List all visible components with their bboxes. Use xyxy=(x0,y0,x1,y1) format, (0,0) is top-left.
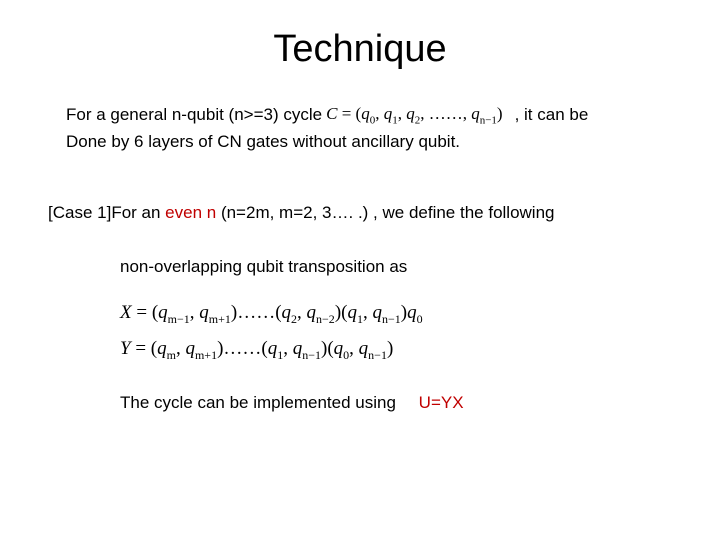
nonoverlap-text: non-overlapping qubit transposition as xyxy=(120,257,672,277)
slide: Technique For a general n-qubit (n>=3) c… xyxy=(0,0,720,540)
implementation-text: The cycle can be implemented using xyxy=(120,393,396,412)
case1-heading: [Case 1]For an even n (n=2m, m=2, 3…. .)… xyxy=(48,200,672,226)
case1-block: [Case 1]For an even n (n=2m, m=2, 3…. .)… xyxy=(48,200,672,414)
case1-tail: (n=2m, m=2, 3…. .) , we define the follo… xyxy=(216,203,554,222)
formula-X: X = (qm−1, qm+1)……(q2, qn−2)(q1, qn−1)q0 xyxy=(120,295,672,331)
slide-title: Technique xyxy=(48,28,672,71)
formula-C: C = (q0, q1, q2, ……, qn−1) xyxy=(326,101,502,129)
implementation-equation: U=YX xyxy=(419,393,464,412)
paragraph-general-cycle: For a general n-qubit (n>=3) cycle C = (… xyxy=(66,101,672,156)
formula-block: X = (qm−1, qm+1)……(q2, qn−2)(q1, qn−1)q0… xyxy=(120,295,672,367)
case1-label: [Case 1] xyxy=(48,203,111,222)
case1-even: even n xyxy=(165,203,216,222)
line1-pre: For a general n-qubit (n>=3) cycle xyxy=(66,102,322,128)
case1-lead: For an xyxy=(111,203,165,222)
line1-post: , it can be xyxy=(515,102,589,128)
formula-Y: Y = (qm, qm+1)……(q1, qn−1)(q0, qn−1) xyxy=(120,331,672,367)
implementation-line: The cycle can be implemented using U=YX xyxy=(120,393,672,413)
paragraph-line1: For a general n-qubit (n>=3) cycle C = (… xyxy=(66,101,672,129)
paragraph-line2: Done by 6 layers of CN gates without anc… xyxy=(66,129,672,155)
